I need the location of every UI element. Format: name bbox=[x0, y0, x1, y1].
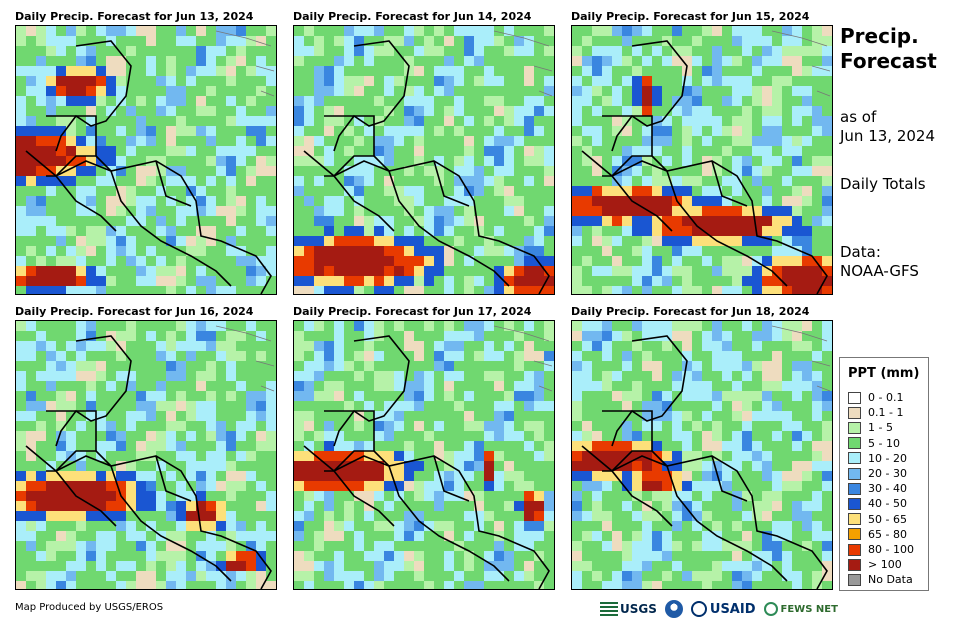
data-source: Data: NOAA-GFS bbox=[840, 243, 919, 281]
legend-item: 80 - 100 bbox=[848, 542, 914, 557]
legend-item: 0.1 - 1 bbox=[848, 405, 903, 420]
daily-totals-label: Daily Totals bbox=[840, 175, 926, 193]
precip-map bbox=[571, 320, 833, 590]
forecast-panel-jun-13: Daily Precip. Forecast for Jun 13, 2024 bbox=[15, 10, 277, 300]
legend-item: > 100 bbox=[848, 557, 902, 572]
main-title-line1: Precip. bbox=[840, 24, 919, 48]
legend-swatch bbox=[848, 528, 861, 541]
precip-map bbox=[293, 25, 555, 295]
precip-map bbox=[571, 25, 833, 295]
legend-item: 65 - 80 bbox=[848, 527, 907, 542]
legend-swatch bbox=[848, 406, 861, 419]
panel-title: Daily Precip. Forecast for Jun 16, 2024 bbox=[15, 305, 254, 318]
logo-bar: USGS USAID FEWS NET bbox=[600, 598, 846, 620]
precip-map bbox=[15, 320, 277, 590]
legend-swatch bbox=[848, 573, 861, 586]
fews-net-logo: FEWS NET bbox=[763, 602, 838, 616]
legend-label: 10 - 20 bbox=[868, 451, 907, 465]
legend-swatch bbox=[848, 482, 861, 495]
usaid-seal-icon bbox=[690, 601, 707, 617]
legend-label: > 100 bbox=[868, 558, 902, 572]
forecast-panel-jun-16: Daily Precip. Forecast for Jun 16, 2024 bbox=[15, 305, 277, 595]
forecast-panel-jun-15: Daily Precip. Forecast for Jun 15, 2024 bbox=[571, 10, 833, 300]
map-credit: Map Produced by USGS/EROS bbox=[15, 602, 164, 613]
panel-title: Daily Precip. Forecast for Jun 15, 2024 bbox=[571, 10, 810, 23]
legend-item: 40 - 50 bbox=[848, 496, 907, 511]
legend-item: No Data bbox=[848, 572, 913, 587]
data-source-value: NOAA-GFS bbox=[840, 262, 919, 280]
legend-label: No Data bbox=[868, 573, 913, 587]
legend-label: 30 - 40 bbox=[868, 482, 907, 496]
legend-label: 0.1 - 1 bbox=[868, 406, 904, 420]
forecast-panel-jun-18: Daily Precip. Forecast for Jun 18, 2024 bbox=[571, 305, 833, 595]
legend-label: 20 - 30 bbox=[868, 467, 907, 480]
legend-item: 10 - 20 bbox=[848, 451, 907, 466]
legend-label: 1 - 5 bbox=[868, 421, 893, 435]
legend-label: 5 - 10 bbox=[868, 436, 900, 450]
legend-item: 50 - 65 bbox=[848, 512, 907, 527]
legend-title: PPT (mm) bbox=[848, 366, 920, 381]
legend-swatch bbox=[848, 437, 861, 450]
usaid-logo: USAID bbox=[690, 601, 756, 617]
legend-swatch bbox=[848, 421, 861, 434]
legend-swatch bbox=[848, 558, 861, 571]
legend-item: 20 - 30 bbox=[848, 466, 907, 481]
as-of-label: as of bbox=[840, 108, 877, 126]
as-of-date: as of Jun 13, 2024 bbox=[840, 108, 935, 146]
panel-title: Daily Precip. Forecast for Jun 14, 2024 bbox=[293, 10, 532, 23]
legend-swatch bbox=[848, 452, 861, 465]
legend-item: 30 - 40 bbox=[848, 481, 907, 496]
legend-item: 5 - 10 bbox=[848, 436, 900, 451]
forecast-panel-jun-17: Daily Precip. Forecast for Jun 17, 2024 bbox=[293, 305, 555, 595]
precip-map bbox=[15, 25, 277, 295]
usgs-logo: USGS bbox=[600, 602, 657, 616]
precip-map bbox=[293, 320, 555, 590]
legend-label: 80 - 100 bbox=[868, 543, 914, 556]
legend-label: 0 - 0.1 bbox=[868, 391, 904, 404]
main-title: Precip. Forecast bbox=[840, 24, 960, 74]
legend-label: 40 - 50 bbox=[868, 497, 907, 511]
legend-item: 0 - 0.1 bbox=[848, 390, 903, 405]
data-source-label: Data: bbox=[840, 243, 881, 261]
usgs-mark-icon bbox=[600, 602, 618, 616]
legend-item: 1 - 5 bbox=[848, 420, 893, 435]
main-title-line2: Forecast bbox=[840, 49, 937, 73]
panel-title: Daily Precip. Forecast for Jun 17, 2024 bbox=[293, 305, 532, 318]
forecast-panel-jun-14: Daily Precip. Forecast for Jun 14, 2024 bbox=[293, 10, 555, 300]
legend-label: 65 - 80 bbox=[868, 527, 907, 541]
legend-swatch bbox=[848, 391, 861, 404]
legend-swatch bbox=[848, 467, 861, 480]
panel-title: Daily Precip. Forecast for Jun 18, 2024 bbox=[571, 305, 810, 318]
legend-label: 50 - 65 bbox=[868, 512, 907, 526]
legend-swatch bbox=[848, 543, 861, 556]
legend-swatch bbox=[848, 497, 861, 510]
panel-title: Daily Precip. Forecast for Jun 13, 2024 bbox=[15, 10, 254, 23]
globe-icon bbox=[763, 602, 778, 616]
as-of-value: Jun 13, 2024 bbox=[840, 127, 936, 145]
legend-swatch bbox=[848, 513, 861, 526]
noaa-logo-icon bbox=[664, 600, 683, 618]
